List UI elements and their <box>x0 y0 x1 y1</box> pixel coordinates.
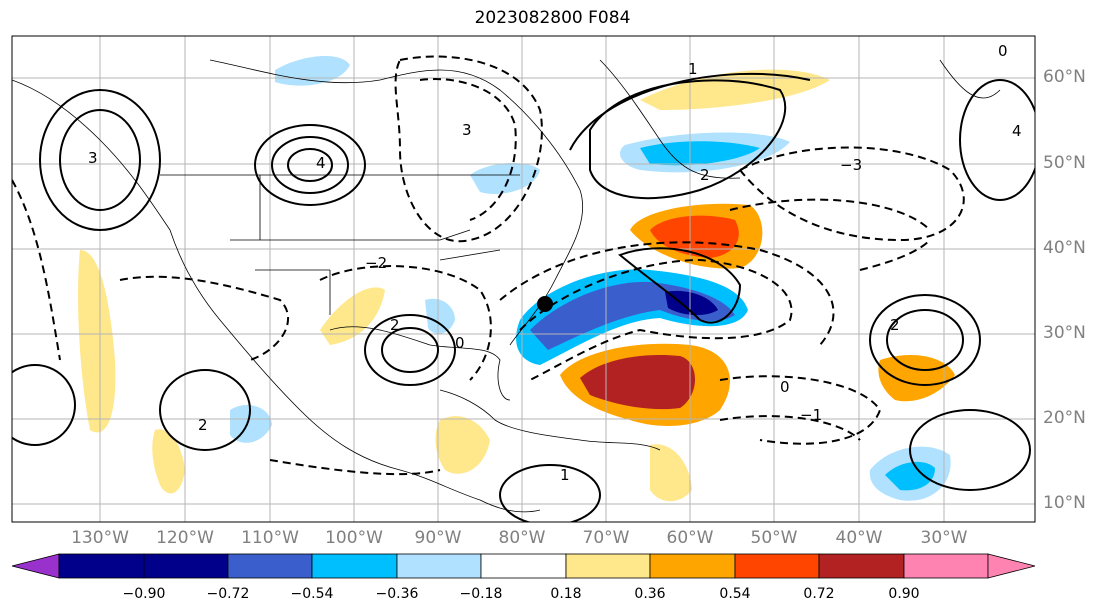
colorbar-segment <box>143 553 229 579</box>
colorbar-tick: 0.36 <box>634 586 666 602</box>
colorbar-segment <box>649 553 736 579</box>
positive-anomaly-patch <box>152 429 185 494</box>
colorbar-segment <box>818 553 905 579</box>
colorbar-tick: −0.18 <box>459 586 503 602</box>
lon-label: 120°W <box>156 528 214 548</box>
contours-dashed <box>12 55 965 476</box>
contour-label: 1 <box>560 466 570 484</box>
colorbar-tick: 0.90 <box>888 586 920 602</box>
lat-label: 50°N <box>1043 153 1086 173</box>
lat-label: 60°N <box>1043 67 1086 87</box>
lon-label: 130°W <box>71 528 129 548</box>
contour-label: 2 <box>198 416 208 434</box>
shaded-anomalies <box>78 55 955 502</box>
map-title: 2023082800 F084 <box>474 8 631 28</box>
contour-label: 0 <box>455 334 465 352</box>
lat-label: 20°N <box>1043 408 1086 428</box>
contour-label: −1 <box>800 406 822 424</box>
negative-anomaly-patch <box>470 163 540 194</box>
contour-label: 2 <box>700 166 710 184</box>
colorbar-tick: 0.18 <box>550 586 582 602</box>
colorbar-segment <box>311 553 398 579</box>
colorbar-tick: −0.90 <box>122 586 166 602</box>
contour-label: 0 <box>780 378 790 396</box>
contour-label: 1 <box>688 60 698 78</box>
colorbar-segment <box>480 553 567 579</box>
lon-label: 50°W <box>750 528 798 548</box>
colorbar-low-extend <box>11 553 60 579</box>
contour-label: 4 <box>1012 122 1022 140</box>
storm-marker <box>537 296 553 312</box>
contour-label: 2 <box>390 316 400 334</box>
lat-label: 30°N <box>1043 323 1086 343</box>
positive-anomaly-patch <box>650 215 739 258</box>
colorbar-segment <box>734 553 820 579</box>
colorbar-tick: −0.36 <box>375 586 419 602</box>
lon-label: 60°W <box>666 528 714 548</box>
colorbar-tick: 0.72 <box>803 586 835 602</box>
colorbar-segment <box>565 553 651 579</box>
negative-anomaly-patch <box>275 55 350 86</box>
lon-label: 100°W <box>325 528 383 548</box>
lon-label: 30°W <box>920 528 968 548</box>
positive-anomaly-patch <box>435 416 490 474</box>
lon-label: 110°W <box>241 528 299 548</box>
colorbar-segment <box>903 553 989 579</box>
positive-anomaly-patch <box>320 287 385 345</box>
lat-label: 40°N <box>1043 238 1086 258</box>
colorbar-segment <box>58 553 145 579</box>
colorbar-tick: −0.54 <box>290 586 334 602</box>
negative-anomaly-patch <box>425 298 455 334</box>
map-frame <box>11 35 1036 523</box>
contour-label: −3 <box>840 156 862 174</box>
colorbar <box>11 553 1036 579</box>
lon-label: 90°W <box>414 528 462 548</box>
negative-anomaly-patch <box>230 405 272 443</box>
colorbar-segment <box>227 553 313 579</box>
colorbar-high-extend <box>987 553 1036 579</box>
negative-anomaly-patch <box>640 141 760 166</box>
positive-anomaly-patch <box>878 355 955 402</box>
lon-label: 40°W <box>835 528 883 548</box>
positive-anomaly-patch <box>78 250 116 433</box>
contour-label: 0 <box>998 42 1008 60</box>
coastlines <box>12 59 1001 513</box>
colorbar-tick: −0.72 <box>206 586 250 602</box>
contour-label: 3 <box>462 121 472 139</box>
contour-label: 3 <box>88 149 98 167</box>
contour-label: 2 <box>890 316 900 334</box>
positive-anomaly-patch <box>650 444 692 502</box>
colorbar-segment <box>396 553 482 579</box>
contours-solid <box>12 72 1035 522</box>
contour-label: −2 <box>365 254 387 272</box>
lat-label: 10°N <box>1043 493 1086 513</box>
positive-anomaly-patch <box>640 69 830 110</box>
positive-anomaly-patch <box>580 354 695 410</box>
lon-label: 70°W <box>582 528 630 548</box>
negative-anomaly-patch <box>885 461 935 491</box>
contour-label: 4 <box>316 154 326 172</box>
negative-anomaly-patch <box>665 290 718 316</box>
lon-label: 80°W <box>498 528 546 548</box>
colorbar-tick: 0.54 <box>719 586 751 602</box>
